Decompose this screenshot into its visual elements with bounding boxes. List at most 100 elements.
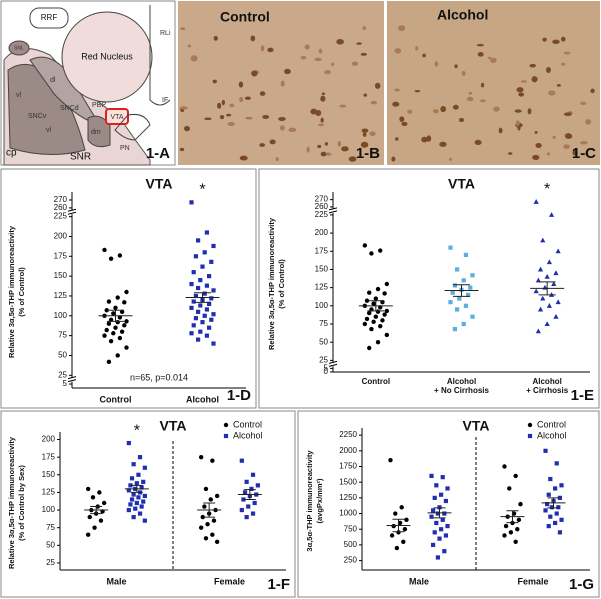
- cell: [518, 92, 525, 97]
- y-tick-label: 150: [42, 470, 56, 479]
- y-tick-label: 25: [319, 355, 328, 364]
- y-tick-label: 25: [58, 370, 67, 379]
- legend-marker: [223, 422, 229, 428]
- data-point: [124, 319, 129, 324]
- data-point: [435, 555, 441, 560]
- data-point: [249, 486, 254, 491]
- data-point: [124, 289, 129, 295]
- data-point: [448, 245, 453, 250]
- data-point: [502, 464, 507, 469]
- micrographs: Alcohol 1-B 1-C Control: [178, 1, 600, 165]
- data-point: [193, 293, 198, 299]
- data-point: [513, 473, 518, 479]
- error-bar: [194, 292, 211, 303]
- data-point: [214, 493, 220, 499]
- cell: [336, 38, 344, 45]
- cell: [374, 82, 381, 89]
- data-point: [98, 518, 104, 523]
- data-point: [378, 248, 383, 253]
- cell: [362, 26, 367, 31]
- data-point: [113, 325, 118, 330]
- data-point: [106, 321, 112, 326]
- data-point: [373, 296, 379, 301]
- cell: [590, 88, 595, 94]
- data-point: [189, 200, 194, 205]
- y-tick-label: 50: [58, 351, 67, 360]
- data-point: [535, 328, 541, 334]
- data-point: [250, 472, 256, 477]
- cell: [401, 121, 408, 126]
- data-point: [134, 481, 139, 486]
- data-point: [129, 497, 135, 502]
- y-tick-label: 25: [46, 558, 55, 567]
- data-point: [131, 462, 136, 467]
- y-axis-label: (% of Control by Sex): [17, 465, 26, 541]
- y-tick-label: 5: [63, 379, 68, 388]
- cell: [394, 88, 401, 92]
- data-point: [139, 485, 144, 490]
- x-tick-label: Alcohol: [447, 377, 476, 386]
- cell: [317, 144, 322, 149]
- y-tick-label: 50: [319, 337, 328, 346]
- data-point: [546, 303, 552, 308]
- cell: [556, 84, 561, 87]
- cell: [529, 63, 537, 68]
- legend-label: Alcohol: [233, 430, 263, 440]
- cell: [399, 116, 405, 122]
- data-point: [115, 295, 120, 300]
- cell: [546, 152, 551, 156]
- data-point: [559, 517, 564, 522]
- x-tick-label: Control: [362, 377, 390, 386]
- data-point: [554, 511, 559, 516]
- cell: [351, 61, 359, 66]
- cell: [324, 152, 332, 156]
- cell: [179, 147, 185, 152]
- data-point: [540, 295, 546, 301]
- label: vl: [46, 127, 52, 134]
- data-point: [455, 307, 460, 312]
- panel-a: RRF Red Nucleus RLi IF PBP VTA SNL dl vl…: [0, 0, 176, 166]
- data-point: [384, 281, 390, 287]
- cell: [324, 70, 331, 75]
- x-tick-label: Female: [517, 576, 548, 586]
- data-point: [203, 536, 209, 541]
- y-axis-label: Relative 3α,5α-THP immunoreactivity: [7, 436, 16, 569]
- data-point: [119, 329, 125, 334]
- cell: [392, 101, 400, 107]
- data-point: [244, 479, 249, 484]
- cell: [306, 146, 310, 153]
- data-point: [402, 527, 408, 532]
- y-tick-label: 200: [42, 435, 56, 444]
- data-point: [373, 314, 379, 319]
- data-point: [431, 508, 436, 513]
- data-point: [211, 243, 216, 249]
- data-point: [211, 518, 217, 523]
- cell: [260, 45, 265, 52]
- cell: [534, 130, 538, 134]
- cell: [490, 57, 497, 64]
- region: [114, 114, 151, 141]
- data-point: [90, 495, 96, 500]
- y-tick-label: 500: [344, 540, 358, 549]
- cell: [414, 89, 421, 93]
- data-point: [106, 359, 112, 365]
- data-point: [371, 319, 376, 325]
- y-tick-label: 1500: [339, 477, 357, 486]
- cell: [183, 125, 190, 132]
- data-point: [463, 303, 468, 308]
- y-tick-label: 225: [54, 212, 68, 221]
- data-point: [204, 230, 209, 235]
- error-bar: [453, 284, 470, 297]
- data-point: [133, 506, 138, 511]
- data-point: [455, 267, 460, 272]
- data-point: [97, 490, 102, 495]
- data-point: [551, 281, 557, 286]
- data-point: [111, 311, 116, 316]
- data-point: [543, 508, 548, 513]
- error-bar: [130, 484, 143, 493]
- chart-title: VTA: [146, 176, 173, 192]
- cell: [516, 87, 524, 93]
- cell: [422, 53, 426, 58]
- data-point: [102, 247, 107, 253]
- data-point: [466, 292, 471, 298]
